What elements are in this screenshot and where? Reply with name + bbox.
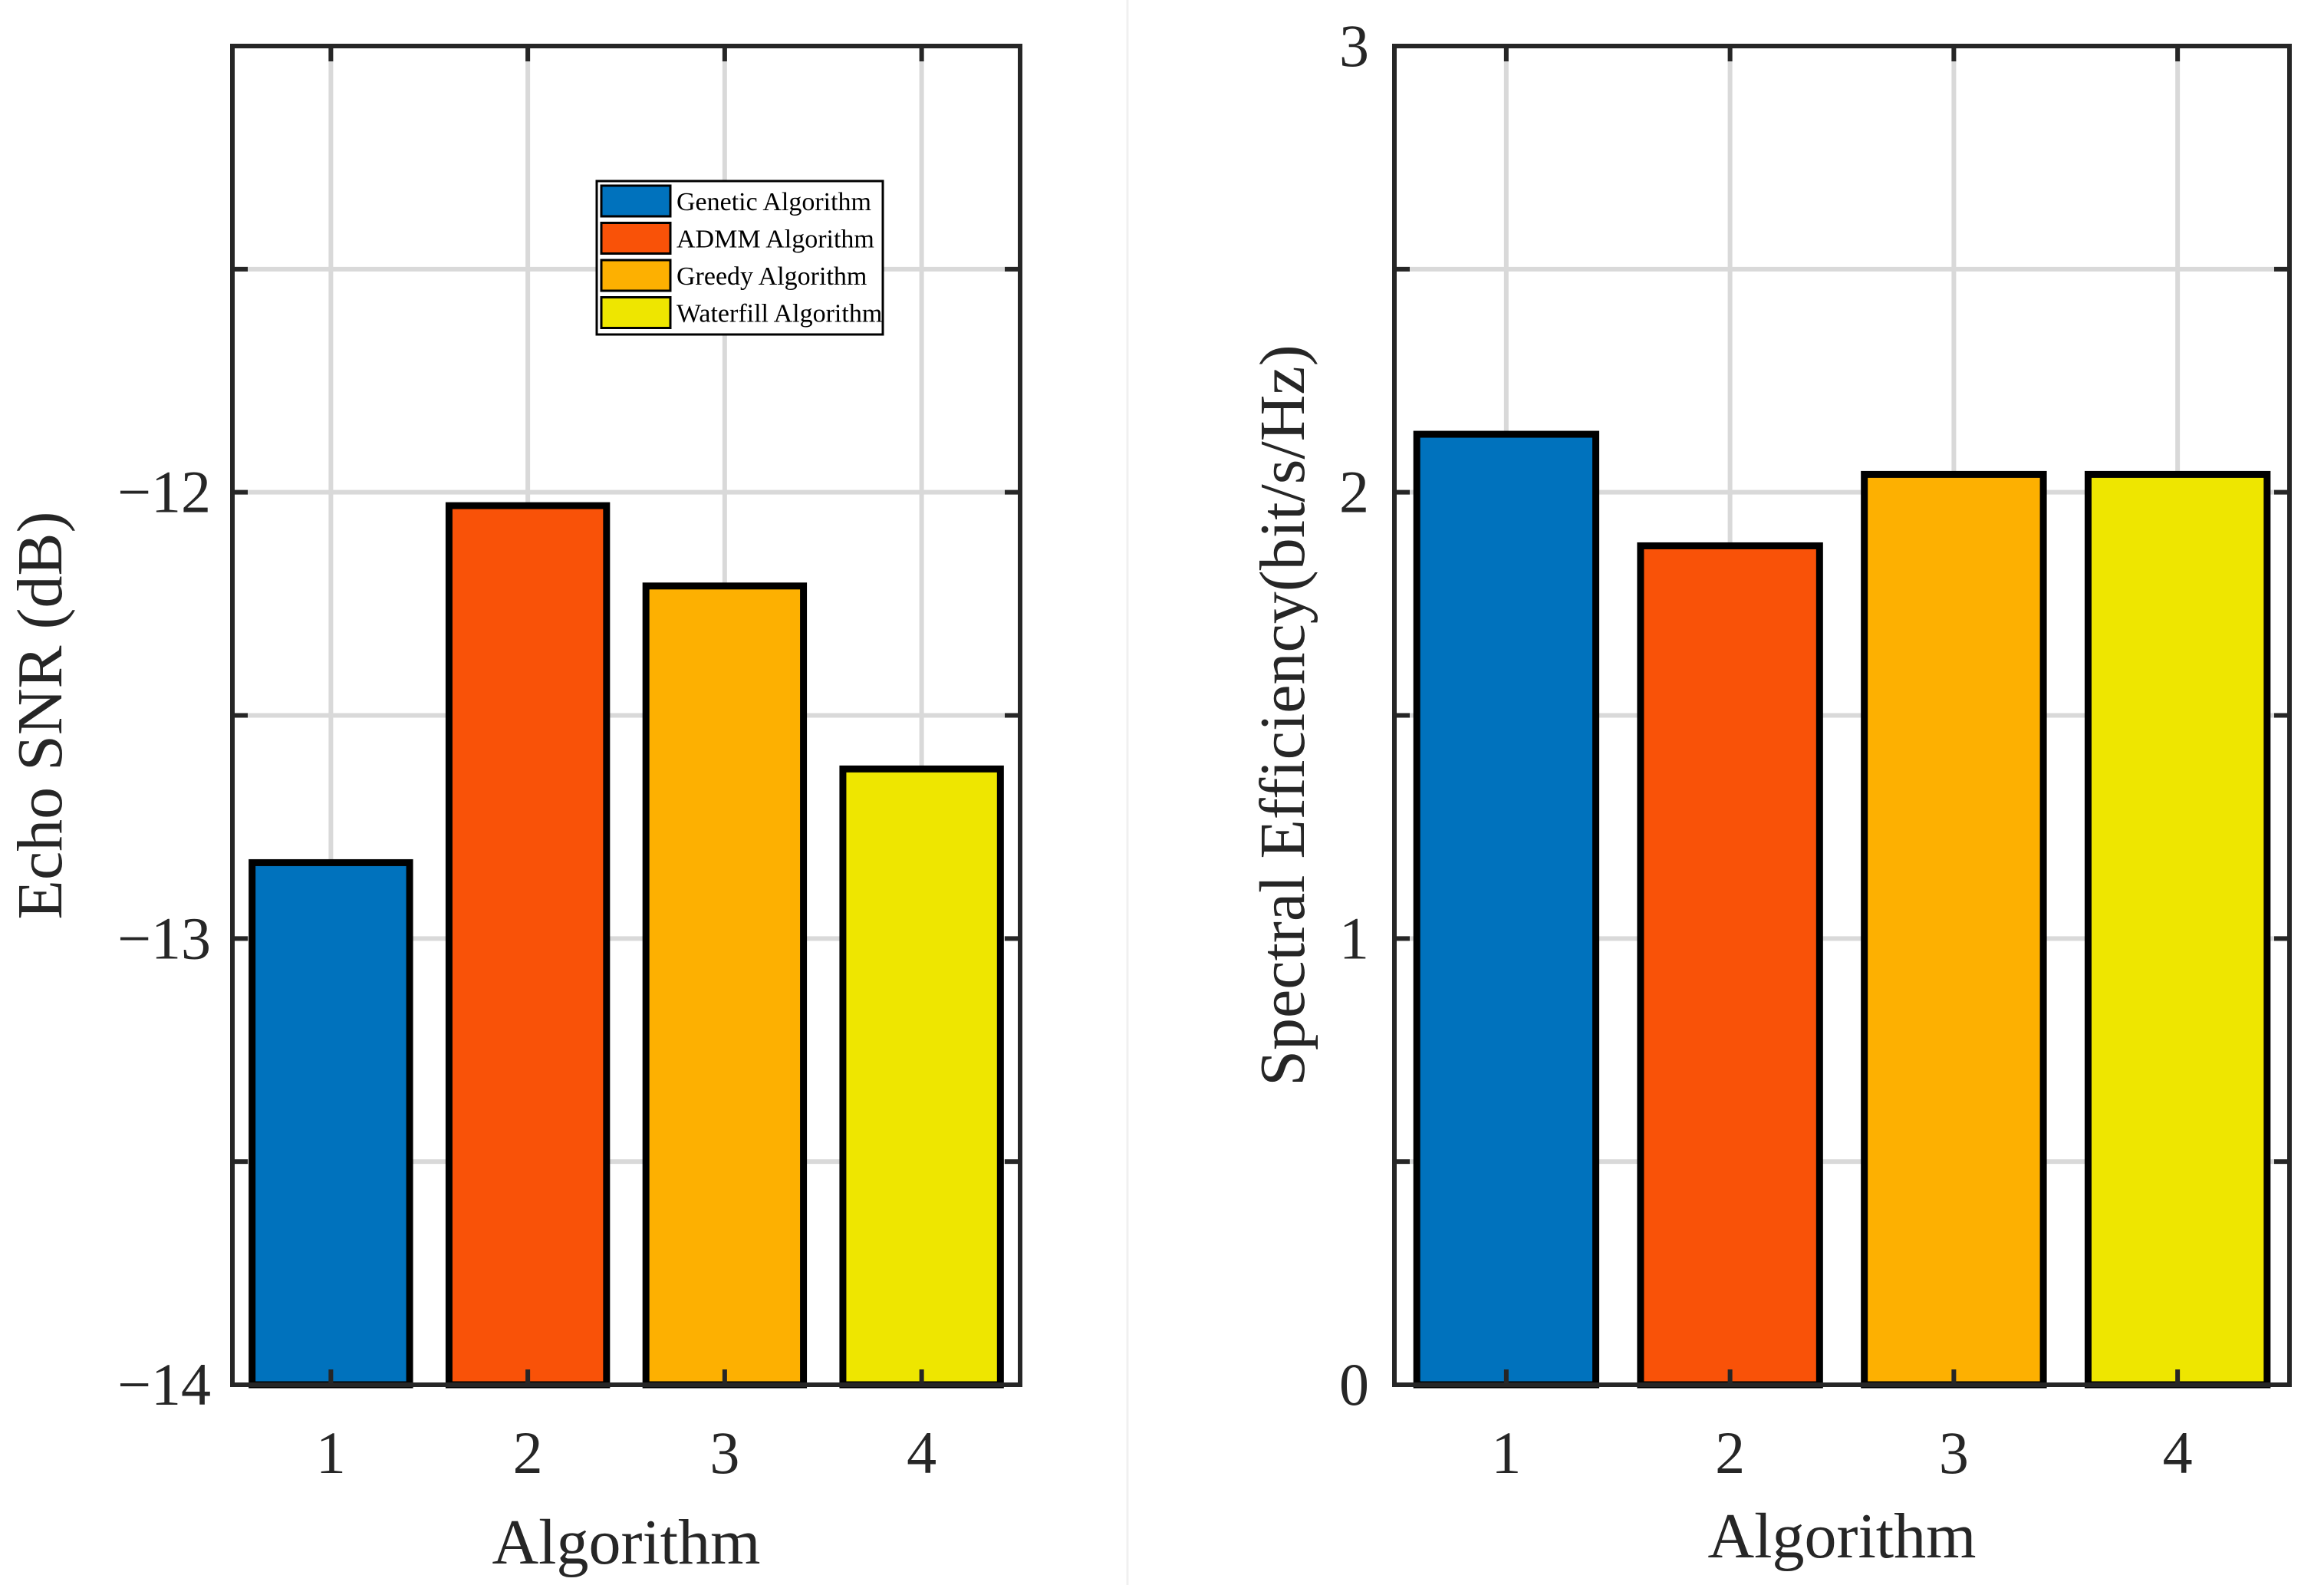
legend-label: Genetic Algorithm bbox=[676, 188, 871, 216]
x-tick-label: 1 bbox=[316, 1419, 346, 1486]
y-tick-label: −14 bbox=[117, 1351, 211, 1418]
legend-label: Greedy Algorithm bbox=[676, 262, 867, 291]
x-axis-title: Algorithm bbox=[1708, 1501, 1977, 1572]
legend-swatch-admm-algorithm bbox=[600, 222, 672, 255]
bar-admm-algorithm bbox=[445, 502, 611, 1389]
x-tick-label: 3 bbox=[1939, 1419, 1969, 1486]
x-tick-label: 2 bbox=[1715, 1419, 1745, 1486]
y-tick-label: 2 bbox=[1339, 459, 1369, 526]
legend-swatch-genetic-algorithm bbox=[600, 184, 672, 218]
y-axis-title: Spectral Efficiency(bit/s/Hz) bbox=[1247, 344, 1318, 1086]
x-tick-label: 3 bbox=[709, 1419, 739, 1486]
bar-greedy-algorithm bbox=[642, 582, 808, 1389]
legend-swatch-greedy-algorithm bbox=[600, 259, 672, 292]
x-tick-label: 2 bbox=[513, 1419, 543, 1486]
legend-swatch-waterfill-algorithm bbox=[600, 296, 672, 329]
x-tick-label: 4 bbox=[907, 1419, 937, 1486]
bar-waterfill-algorithm bbox=[839, 765, 1004, 1389]
echo-snr-chart: −14 −13 −12 1 2 3 4 Algorithm Echo SNR (dB) Genet… bbox=[5, 44, 1022, 1578]
y-tick-label: −13 bbox=[117, 905, 211, 971]
spectral-efficiency-chart: 0 1 2 3 1 2 3 4 Algorithm Spectral Efficiency(bit… bbox=[1247, 12, 2292, 1572]
bar-admm-algorithm bbox=[1637, 542, 1823, 1389]
y-tick-label: 0 bbox=[1339, 1351, 1369, 1418]
legend-label: ADMM Algorithm bbox=[676, 226, 874, 254]
legend-label: Waterfill Algorithm bbox=[676, 300, 882, 328]
y-axis-title: Echo SNR (dB) bbox=[5, 512, 76, 920]
x-tick-label: 1 bbox=[1491, 1419, 1521, 1486]
x-tick-label: 4 bbox=[2163, 1419, 2193, 1486]
legend: Genetic Algorithm ADMM Algorithm Greedy Al… bbox=[595, 180, 884, 336]
x-axis-title: Algorithm bbox=[492, 1507, 761, 1578]
bar-waterfill-algorithm bbox=[2084, 470, 2271, 1389]
bar-genetic-algorithm bbox=[1413, 430, 1600, 1389]
y-tick-label: 3 bbox=[1339, 12, 1369, 79]
y-tick-label: −12 bbox=[117, 459, 211, 526]
bar-greedy-algorithm bbox=[1861, 470, 2047, 1389]
y-tick-label: 1 bbox=[1339, 905, 1369, 971]
bar-genetic-algorithm bbox=[249, 858, 413, 1389]
